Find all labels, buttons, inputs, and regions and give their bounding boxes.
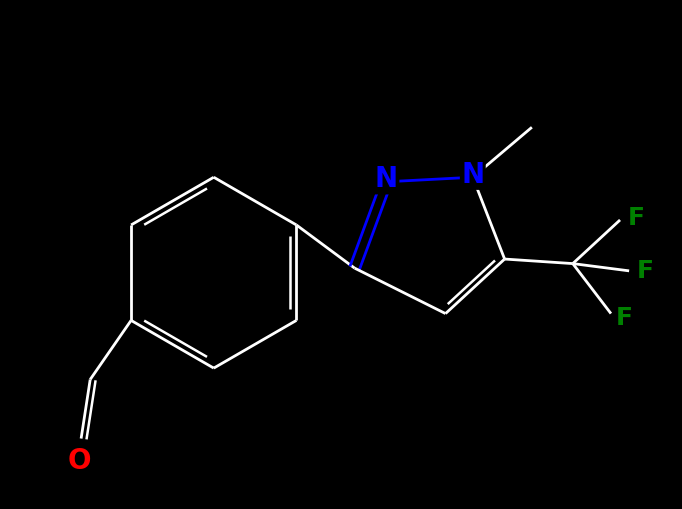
Text: O: O <box>68 447 91 475</box>
Text: F: F <box>616 306 633 330</box>
Text: N: N <box>375 165 398 193</box>
Text: N: N <box>461 160 484 188</box>
Text: F: F <box>637 259 654 283</box>
Text: F: F <box>628 206 645 230</box>
